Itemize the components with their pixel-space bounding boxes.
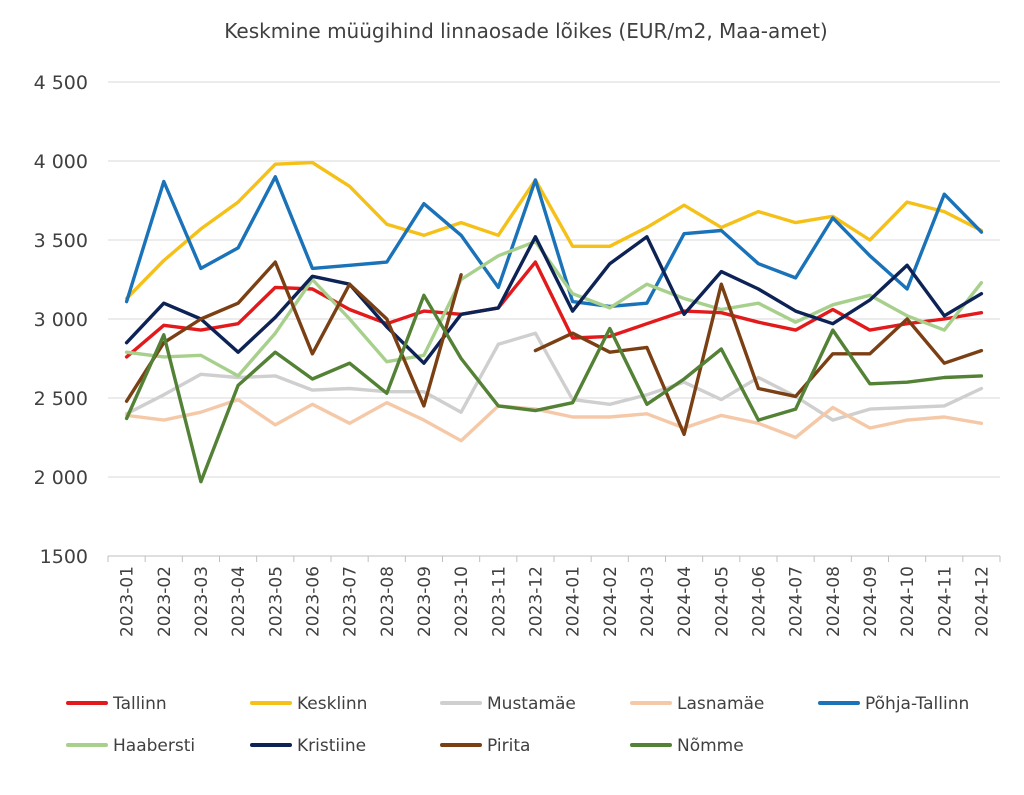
legend-label: Haabersti — [113, 736, 195, 756]
x-tick-label: 2024-04 — [675, 566, 695, 637]
y-tick-label: 2 000 — [34, 467, 88, 489]
legend-label: Pirita — [487, 736, 530, 756]
y-axis-ticks: 1500 2 000 2 500 3 000 3 500 4 000 4 500 — [34, 72, 88, 568]
x-tick-label: 2024-11 — [935, 566, 955, 637]
x-tick-label: 2023-09 — [415, 566, 435, 637]
x-tick-label: 2023-10 — [452, 566, 472, 637]
x-tick-label: 2024-08 — [824, 566, 844, 637]
legend-item: Mustamäe — [440, 694, 576, 714]
legend-item: Nõmme — [630, 736, 744, 756]
x-tick-label: 2024-06 — [749, 566, 769, 637]
series-line-kristiine — [124, 235, 984, 365]
x-axis-ticks: 2023-01 2023-02 2023-03 2023-04 2023-05 2023-… — [107, 556, 1001, 637]
legend-item: Tallinn — [66, 694, 167, 714]
x-tick-label: 2024-02 — [601, 566, 621, 637]
x-tick-label: 2024-12 — [972, 566, 992, 637]
x-tick-label: 2023-03 — [192, 566, 212, 637]
legend-label: Kesklinn — [297, 694, 367, 714]
legend-label: Tallinn — [112, 694, 167, 714]
x-tick-label: 2023-04 — [229, 566, 249, 637]
x-tick-label: 2023-11 — [489, 566, 509, 637]
x-tick-label: 2024-03 — [638, 566, 658, 637]
x-tick-label: 2024-07 — [787, 566, 807, 637]
x-tick-label: 2023-01 — [118, 566, 138, 637]
x-tick-label: 2024-09 — [861, 566, 881, 637]
x-tick-label: 2023-12 — [526, 566, 546, 637]
x-tick-label: 2023-02 — [155, 566, 175, 637]
x-tick-label: 2023-07 — [341, 566, 361, 637]
y-tick-label: 4 000 — [34, 151, 88, 173]
y-tick-label: 2 500 — [34, 388, 88, 410]
y-tick-label: 4 500 — [34, 72, 88, 94]
series-line-lasnamäe — [124, 397, 984, 443]
legend-label: Mustamäe — [487, 694, 576, 714]
legend-item: Põhja-Tallinn — [818, 694, 969, 714]
series-line-kesklinn — [124, 160, 984, 301]
x-tick-label: 2023-08 — [378, 566, 398, 637]
legend-label: Lasnamäe — [677, 694, 764, 714]
x-tick-label: 2023-05 — [266, 566, 286, 637]
y-tick-label: 3 000 — [34, 309, 88, 331]
x-tick-label: 2023-06 — [303, 566, 323, 637]
legend-item: Lasnamäe — [630, 694, 764, 714]
legend-label: Nõmme — [677, 736, 744, 756]
series-line-nõmme — [124, 293, 984, 484]
series-line-põhja-tallinn — [124, 175, 984, 309]
legend: Tallinn Kesklinn Mustamäe Lasnamäe Põhja-Tal… — [66, 694, 969, 756]
legend-item: Haabersti — [66, 736, 195, 756]
y-tick-label: 3 500 — [34, 230, 88, 252]
legend-item: Pirita — [440, 736, 530, 756]
x-tick-label: 2024-01 — [564, 566, 584, 637]
x-tick-label: 2024-10 — [898, 566, 918, 637]
x-tick-label: 2024-05 — [712, 566, 732, 637]
series-line-tallinn — [124, 260, 984, 359]
series-line-mustamäe — [124, 331, 984, 422]
series-line-pirita — [124, 260, 984, 436]
chart-title: Keskmine müügihind linnaosade lõikes (EU… — [224, 19, 827, 43]
legend-label: Põhja-Tallinn — [865, 694, 969, 714]
legend-label: Kristiine — [297, 736, 366, 756]
series-lines — [124, 160, 984, 484]
y-tick-label: 1500 — [40, 546, 88, 568]
legend-item: Kristiine — [250, 736, 366, 756]
legend-item: Kesklinn — [250, 694, 367, 714]
series-line-haabersti — [124, 239, 984, 378]
